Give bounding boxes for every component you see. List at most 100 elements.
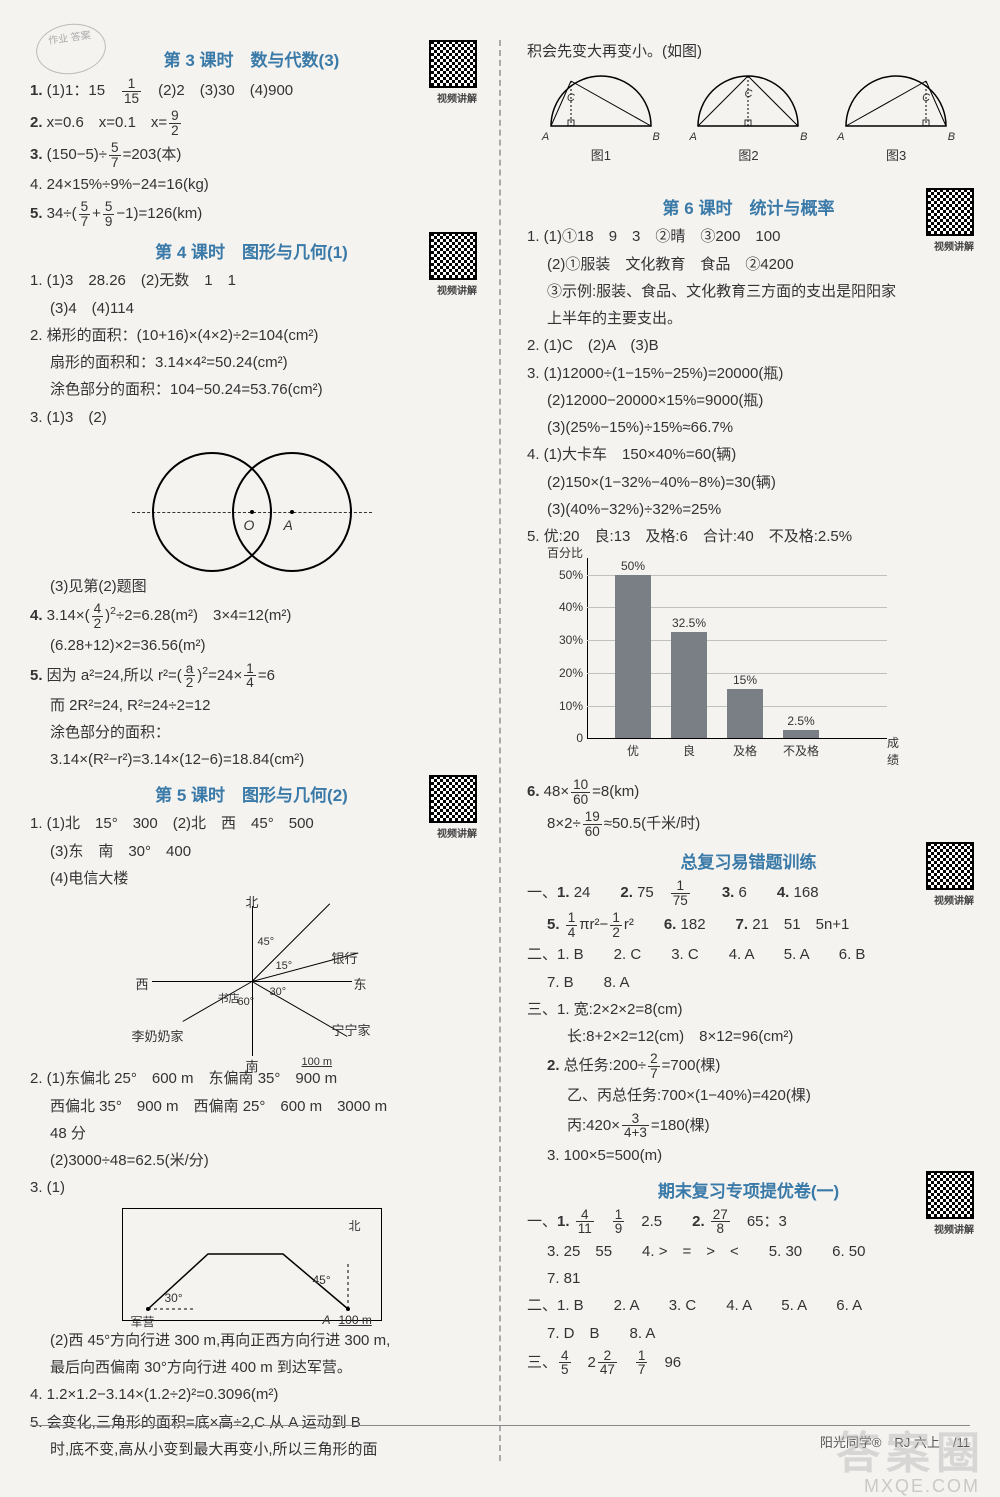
route-A: A bbox=[323, 1313, 331, 1327]
s5-l1c: (4)电信大楼 bbox=[30, 867, 473, 890]
s6-l1b: (2)①服装 文化教育 食品 ②4200 bbox=[527, 253, 970, 276]
watermark: 答案圈 bbox=[836, 1417, 986, 1481]
s4-l3b: (3)见第(2)题图 bbox=[30, 575, 473, 598]
s3-l3: 3. (150−5)÷57=203(本) bbox=[30, 141, 473, 169]
s6-l4c: (3)(40%−32%)÷32%=25% bbox=[527, 498, 970, 521]
left-column: 第 3 课时 数与代数(3) 视频讲解 1. (1)1：15 115 (2)2 … bbox=[30, 40, 473, 1461]
s5-l4: 4. 1.2×1.2−3.14×(1.2÷2)²=0.3096(m²) bbox=[30, 1383, 473, 1406]
rv-3c: 2. 总任务:200÷27=700(棵) bbox=[527, 1052, 970, 1080]
page-columns: 第 3 课时 数与代数(3) 视频讲解 1. (1)1：15 115 (2)2 … bbox=[30, 40, 970, 1461]
route-N: 北 bbox=[349, 1217, 361, 1234]
s6-l4b: (2)150×(1−32%−40%−8%)=30(辆) bbox=[527, 471, 970, 494]
rv-3f: 3. 100×5=500(m) bbox=[527, 1144, 970, 1167]
section5-title: 第 5 课时 图形与几何(2) 视频讲解 bbox=[30, 781, 473, 806]
fn-1a: 一、1. 411 19 2.5 2. 278 65：3 bbox=[527, 1208, 970, 1236]
right-column: 积会先变大再变小。(如图) A B 图1 C bbox=[527, 40, 970, 1461]
s5-l1b: (3)东 南 30° 400 bbox=[30, 840, 473, 863]
semi-3: A B 图3 C bbox=[831, 71, 961, 176]
s3-l1: 1. (1)1：15 115 (2)2 (3)30 (4)900 bbox=[30, 77, 473, 105]
semi3-B: B bbox=[948, 131, 955, 143]
semi1-C: C bbox=[506, 92, 636, 104]
s6-l1c: ③示例:服装、食品、文化教育三方面的支出是阳阳家 bbox=[527, 280, 970, 303]
fn-1c: 7. 81 bbox=[527, 1267, 970, 1290]
compass-diagram: 北 南 东 西 45° 15° 30° 60° 银行 宁宁家 李奶奶家 书店 1… bbox=[132, 896, 372, 1061]
qr-label: 视频讲解 bbox=[934, 1221, 974, 1236]
route-45: 45° bbox=[313, 1273, 331, 1287]
qr-icon bbox=[429, 232, 477, 280]
s5-l2b: 西偏北 35° 900 m 西偏南 25° 600 m 3000 m bbox=[30, 1095, 473, 1118]
semi1-label: 图1 bbox=[536, 145, 666, 164]
rv-3a: 三、1. 宽:2×2×2=8(cm) bbox=[527, 998, 970, 1021]
compass-bank: 银行 bbox=[332, 948, 358, 967]
s5-l1a: 1. (1)北 15° 300 (2)北 西 45° 500 bbox=[30, 812, 473, 835]
fn-1b: 3. 25 55 4. > = > < 5. 30 6. 50 bbox=[527, 1240, 970, 1263]
s6-l1d: 上半年的主要支出。 bbox=[527, 307, 970, 330]
qr-label: 视频讲解 bbox=[437, 282, 477, 297]
review-title: 总复习易错题训练 视频讲解 bbox=[527, 848, 970, 873]
s3-l2: 2. x=0.6 x=0.1 x=92 bbox=[30, 109, 473, 137]
compass-30: 30° bbox=[270, 986, 287, 998]
compass-scale: 100 m bbox=[302, 1056, 333, 1068]
chart-ylabel: 百分比 bbox=[547, 544, 583, 561]
final-title-text: 期末复习专项提优卷(一) bbox=[658, 1182, 839, 1201]
qr-label: 视频讲解 bbox=[437, 825, 477, 840]
compass-15: 15° bbox=[276, 960, 293, 972]
s5-l3a: 3. (1) bbox=[30, 1176, 473, 1199]
venn-diagram: O A bbox=[132, 437, 372, 567]
s4-l5b: 而 2R²=24, R²=24÷2=12 bbox=[30, 694, 473, 717]
page-footer: 阳光同学® RJ 六上 /11 bbox=[30, 1425, 970, 1451]
s4-l1: 1. (1)3 28.26 (2)无数 1 1 bbox=[30, 269, 473, 292]
route-diagram: 30° 45° 北 军营 A 100 m bbox=[122, 1208, 382, 1321]
semi2-B: B bbox=[800, 131, 807, 143]
semi3-A: A bbox=[837, 131, 844, 143]
qr-label: 视频讲解 bbox=[437, 90, 477, 105]
bar-chart: 百分比 成绩 010%20%30%40%50%50%优32.5%良15%及格2.… bbox=[547, 558, 907, 768]
final-title: 期末复习专项提优卷(一) 视频讲解 bbox=[527, 1177, 970, 1202]
compass-ning: 宁宁家 bbox=[332, 1020, 371, 1039]
qr-icon bbox=[926, 842, 974, 890]
s6-l6b: 8×2÷1960≈50.5(千米/时) bbox=[527, 810, 970, 838]
rv-3d: 乙、丙总任务:700×(1−40%)=420(棵) bbox=[527, 1084, 970, 1107]
s6-l6a: 6. 48×1060=8(km) bbox=[527, 778, 970, 806]
s4-l2c: 涂色部分的面积：104−50.24=53.76(cm²) bbox=[30, 378, 473, 401]
compass-45: 45° bbox=[258, 936, 275, 948]
semi2-A: A bbox=[689, 131, 696, 143]
qr-icon bbox=[429, 775, 477, 823]
semi2-C: C bbox=[683, 88, 813, 100]
semi1-A: A bbox=[542, 131, 549, 143]
section4-title-text: 第 4 课时 图形与几何(1) bbox=[155, 243, 348, 262]
s4-l5a: 5. 因为 a²=24,所以 r²=(a2)2=24×14=6 bbox=[30, 662, 473, 690]
compass-shu: 书店 bbox=[218, 990, 240, 1006]
s4-l5c: 涂色部分的面积： bbox=[30, 721, 473, 744]
semi1-B: B bbox=[652, 131, 659, 143]
compass-e: 东 bbox=[354, 974, 367, 993]
semi3-label: 图3 bbox=[831, 145, 961, 164]
s4-l4b: (6.28+12)×2=36.56(m²) bbox=[30, 634, 473, 657]
review-title-text: 总复习易错题训练 bbox=[681, 853, 817, 872]
qr-icon bbox=[429, 40, 477, 88]
rv-3e: 丙:420×34+3=180(棵) bbox=[527, 1112, 970, 1140]
compass-n: 北 bbox=[246, 892, 259, 911]
watermark-url: MXQE.COM bbox=[864, 1476, 980, 1497]
s5-l3c: 最后向西偏南 30°方向行进 400 m 到达军营。 bbox=[30, 1356, 473, 1379]
semi3-C: C bbox=[861, 92, 991, 104]
chart-xtitle: 成绩 bbox=[887, 734, 907, 768]
s4-l3a: 3. (1)3 (2) bbox=[30, 406, 473, 429]
qr-label: 视频讲解 bbox=[934, 238, 974, 253]
fn-3: 三、45 2247 17 96 bbox=[527, 1349, 970, 1377]
s3-l5: 5. 34÷(57+59−1)=126(km) bbox=[30, 200, 473, 228]
route-camp: 军营 bbox=[131, 1313, 155, 1330]
semi2-label: 图2 bbox=[683, 145, 813, 164]
s6-l4a: 4. (1)大卡车 150×40%=60(辆) bbox=[527, 443, 970, 466]
rv-1: 一、1. 24 2. 75 175 3. 6 4. 168 bbox=[527, 879, 970, 907]
fn-2b: 7. D B 8. A bbox=[527, 1322, 970, 1345]
compass-60: 60° bbox=[238, 996, 255, 1008]
s4-l4a: 4. 3.14×(42)2÷2=6.28(m²) 3×4=12(m²) bbox=[30, 602, 473, 630]
section6-title: 第 6 课时 统计与概率 视频讲解 bbox=[527, 194, 970, 219]
s6-l1a: 1. (1)①18 9 3 ②晴 ③200 100 bbox=[527, 225, 970, 248]
s4-l2b: 扇形的面积和：3.14×4²=50.24(cm²) bbox=[30, 351, 473, 374]
s6-l2: 2. (1)C (2)A (3)B bbox=[527, 334, 970, 357]
s6-l3b: (2)12000−20000×15%=9000(瓶) bbox=[527, 389, 970, 412]
compass-li: 李奶奶家 bbox=[132, 1026, 184, 1045]
qr-icon bbox=[926, 1171, 974, 1219]
